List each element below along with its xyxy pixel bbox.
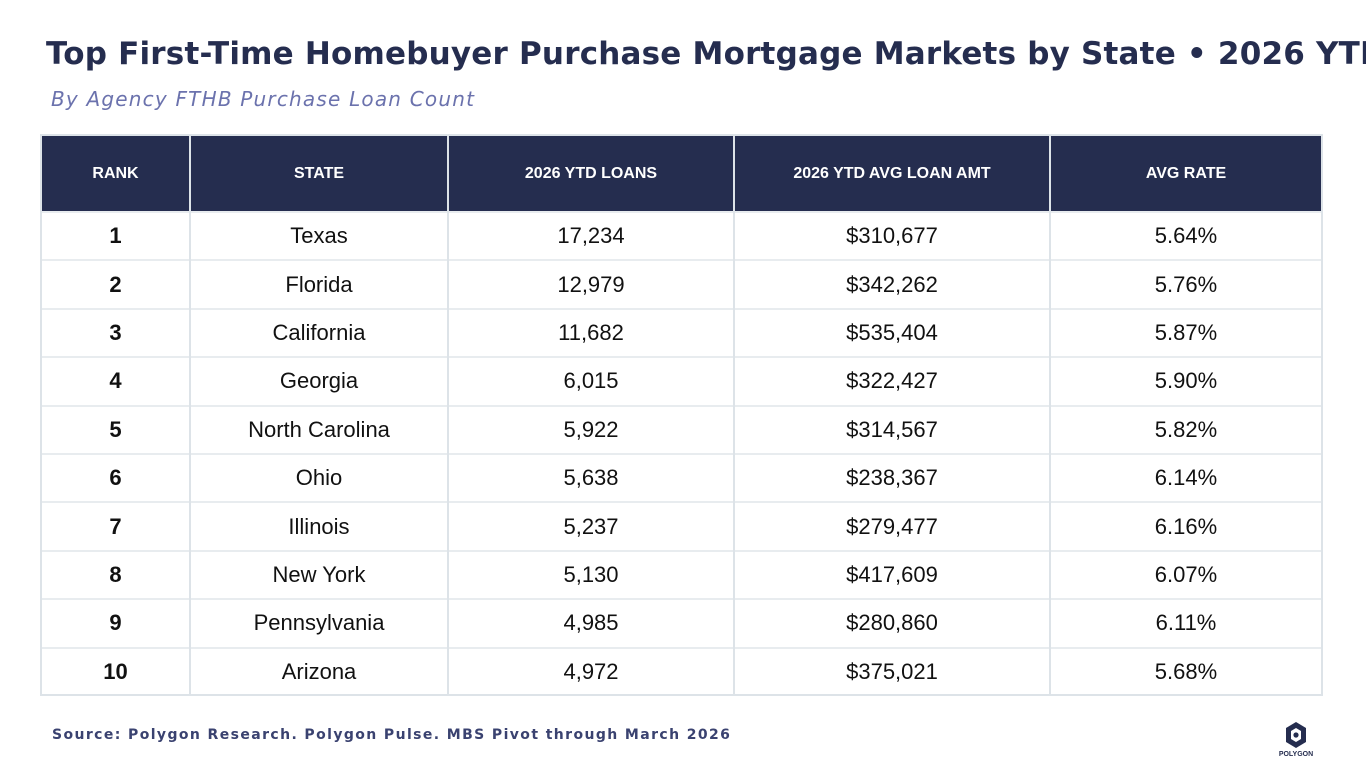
column-header: STATE [190, 136, 449, 212]
table-cell: Illinois [190, 502, 449, 551]
column-header: 2026 YTD AVG LOAN AMT [734, 136, 1051, 212]
table-cell: 2 [42, 260, 191, 309]
chart-title: Top First-Time Homebuyer Purchase Mortga… [46, 36, 1366, 72]
table-cell: 6.16% [1154, 513, 1218, 539]
table-cell: 12,979 [448, 260, 735, 309]
table-cell: Ohio [190, 453, 449, 503]
data-table-container: RANK STATE 2026 YTD LOANS 2026 YTD AVG LOAN… [40, 134, 1323, 696]
table-cell: Georgia [190, 357, 449, 406]
table-row: 1 Texas 17,234 $310,677 5.64% [42, 212, 1321, 261]
column-header: AVG RATE [1145, 164, 1227, 182]
column-header: 2026 YTD LOANS [448, 136, 735, 212]
logo-text: POLYGON [1278, 751, 1314, 758]
table-cell: 5.90% [1154, 368, 1218, 394]
table-row: 6 Ohio 5,638 $238,367 6.14% [42, 453, 1321, 503]
table-cell: 3 [42, 308, 191, 358]
table-cell: 5.82% [1154, 416, 1218, 442]
table-cell: 5.64% [1154, 223, 1218, 249]
table-cell: 6 [42, 453, 191, 503]
table-row: 5 North Carolina 5,922 $314,567 5.82% [42, 405, 1321, 454]
table-cell: 8 [42, 550, 191, 600]
table-row: 8 New York 5,130 $417,609 6.07% [42, 550, 1321, 600]
table-body: 1 Texas 17,234 $310,677 5.64% 2 Florida 12,979 $… [42, 212, 1321, 696]
polygon-hexagon-icon [1286, 722, 1306, 748]
table-row: 10 Arizona 4,972 $375,021 5.68% [42, 647, 1321, 696]
table-cell: 4,985 [448, 599, 735, 648]
table-cell: 5.68% [1154, 659, 1218, 685]
table-cell: 5,237 [448, 502, 735, 551]
table-row: 4 Georgia 6,015 $322,427 5.90% [42, 357, 1321, 406]
table-cell: $279,477 [734, 502, 1051, 551]
table-cell: 5.76% [1154, 271, 1218, 297]
table-cell: 5.87% [1154, 319, 1218, 345]
table-header-row: RANK STATE 2026 YTD LOANS 2026 YTD AVG LOAN… [42, 136, 1321, 212]
table-cell: 7 [42, 502, 191, 551]
table-cell: $314,567 [734, 405, 1051, 454]
table-cell: 5 [42, 405, 191, 454]
table-cell: $417,609 [734, 550, 1051, 600]
table-cell: 6,015 [448, 357, 735, 406]
table-cell: $280,860 [734, 599, 1051, 648]
chart-subtitle: By Agency FTHB Purchase Loan Count [51, 87, 476, 111]
table-cell: $310,677 [734, 212, 1051, 261]
table-cell: $322,427 [734, 357, 1051, 406]
table-row: 2 Florida 12,979 $342,262 5.76% [42, 260, 1321, 309]
table-cell: 5,638 [448, 453, 735, 503]
table-cell: 4,972 [448, 647, 735, 696]
column-header: RANK [42, 136, 191, 212]
table-cell: California [190, 308, 449, 358]
table-cell: 17,234 [448, 212, 735, 261]
table-cell: $535,404 [734, 308, 1051, 358]
table-cell: New York [190, 550, 449, 600]
table-cell: Pennsylvania [190, 599, 449, 648]
table-cell: 1 [42, 212, 191, 261]
data-table: RANK STATE 2026 YTD LOANS 2026 YTD AVG LOAN… [42, 136, 1321, 696]
table-cell: 6.14% [1154, 465, 1218, 491]
table-cell: 10 [42, 647, 191, 696]
table-row: 3 California 11,682 $535,404 5.87% [42, 308, 1321, 358]
table-cell: Texas [190, 212, 449, 261]
table-cell: 9 [42, 599, 191, 648]
table-cell: North Carolina [190, 405, 449, 454]
table-cell: $238,367 [734, 453, 1051, 503]
table-cell: $375,021 [734, 647, 1051, 696]
table-cell: 5,922 [448, 405, 735, 454]
table-cell: 5,130 [448, 550, 735, 600]
table-row: 7 Illinois 5,237 $279,477 6.16% [42, 502, 1321, 551]
table-cell: Florida [190, 260, 449, 309]
table-cell: $342,262 [734, 260, 1051, 309]
table-header: RANK STATE 2026 YTD LOANS 2026 YTD AVG LOAN… [42, 136, 1321, 212]
table-row: 9 Pennsylvania 4,985 $280,860 6.11% [42, 599, 1321, 648]
table-cell: 4 [42, 357, 191, 406]
table-cell: 6.11% [1155, 610, 1217, 636]
source-note: Source: Polygon Research. Polygon Pulse.… [52, 727, 732, 743]
table-cell: 6.07% [1154, 561, 1218, 587]
table-cell: 11,682 [448, 308, 735, 358]
table-cell: Arizona [190, 647, 449, 696]
